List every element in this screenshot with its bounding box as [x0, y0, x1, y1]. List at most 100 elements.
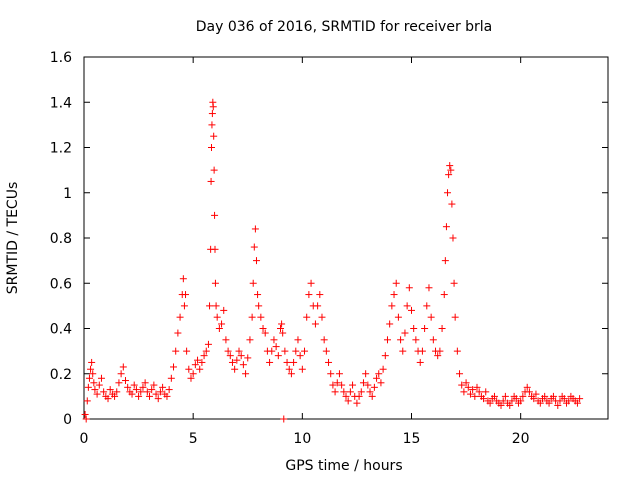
x-tick-label: 20 — [512, 431, 530, 447]
data-point — [327, 370, 335, 378]
data-point — [346, 388, 354, 396]
data-point — [423, 302, 431, 310]
data-point — [490, 392, 498, 400]
data-point — [159, 383, 167, 391]
data-point — [340, 388, 348, 396]
data-point — [244, 354, 252, 362]
data-point — [307, 279, 315, 287]
data-point — [449, 234, 457, 242]
data-point — [401, 329, 409, 337]
data-point — [506, 401, 514, 409]
data-point — [429, 336, 437, 344]
data-point — [208, 121, 216, 129]
data-point — [450, 279, 458, 287]
data-point — [451, 313, 459, 321]
data-point — [397, 336, 405, 344]
data-point — [386, 320, 394, 328]
data-point — [172, 347, 180, 355]
data-point — [231, 365, 239, 373]
data-point — [255, 302, 263, 310]
y-tick-label: 1.2 — [50, 141, 72, 157]
data-point — [176, 313, 184, 321]
data-point — [333, 379, 341, 387]
data-point — [541, 392, 549, 400]
data-point — [480, 395, 488, 403]
data-point — [301, 347, 309, 355]
data-point — [274, 352, 282, 360]
data-point — [83, 397, 91, 405]
data-point — [434, 352, 442, 360]
data-point — [183, 347, 191, 355]
data-point — [519, 392, 527, 400]
data-point — [366, 388, 374, 396]
data-point — [390, 291, 398, 299]
data-point — [501, 392, 509, 400]
data-point — [277, 325, 284, 332]
data-point — [446, 162, 454, 170]
data-point — [523, 383, 531, 391]
data-point — [224, 347, 232, 355]
data-point — [421, 325, 429, 332]
data-point — [268, 347, 276, 355]
data-point — [320, 336, 328, 344]
data-point — [394, 313, 402, 321]
data-point — [303, 313, 311, 321]
data-point — [85, 374, 93, 382]
data-point — [403, 302, 411, 310]
data-point — [213, 313, 221, 321]
data-point — [287, 370, 295, 378]
y-tick-label: 0.2 — [50, 367, 72, 383]
data-point — [408, 306, 415, 314]
y-tick-label: 1 — [63, 186, 72, 202]
data-point — [530, 395, 538, 403]
data-point — [294, 336, 302, 344]
data-point — [270, 336, 278, 344]
data-point — [314, 302, 322, 310]
data-point — [226, 352, 234, 360]
data-point — [106, 386, 114, 394]
data-point — [469, 386, 477, 394]
x-tick-label: 5 — [189, 431, 198, 447]
data-point — [425, 284, 433, 292]
data-point — [536, 399, 544, 407]
data-point — [281, 347, 289, 355]
data-point — [545, 399, 553, 407]
data-point — [335, 370, 343, 378]
data-point — [285, 365, 293, 373]
data-point — [370, 383, 378, 391]
data-point — [91, 386, 99, 394]
data-point — [152, 390, 160, 398]
data-point — [560, 395, 568, 403]
y-tick-label: 1.6 — [50, 50, 72, 66]
data-point — [252, 257, 260, 265]
data-point — [156, 388, 164, 396]
data-point — [146, 392, 153, 400]
data-point — [525, 388, 533, 396]
data-point — [150, 381, 158, 389]
data-point — [473, 383, 481, 391]
data-point — [441, 257, 449, 265]
data-point — [237, 352, 245, 360]
data-point — [497, 401, 505, 409]
data-point — [458, 381, 466, 389]
data-point — [233, 356, 241, 364]
data-point — [388, 302, 396, 310]
data-point — [111, 392, 119, 400]
data-point — [220, 306, 228, 314]
data-point — [139, 383, 147, 391]
data-point — [399, 347, 407, 355]
data-point — [208, 110, 216, 118]
data-point — [416, 358, 424, 366]
data-point — [292, 347, 300, 355]
data-point — [163, 392, 171, 400]
data-point — [211, 279, 219, 287]
y-axis-label: SRMTID / TECUs — [5, 182, 21, 295]
data-point — [257, 313, 265, 321]
data-point — [296, 352, 304, 360]
data-point — [113, 388, 121, 396]
data-point — [104, 395, 112, 403]
data-point — [180, 302, 188, 310]
data-point — [84, 383, 92, 391]
x-tick-label: 0 — [80, 431, 89, 447]
data-point — [117, 370, 125, 378]
